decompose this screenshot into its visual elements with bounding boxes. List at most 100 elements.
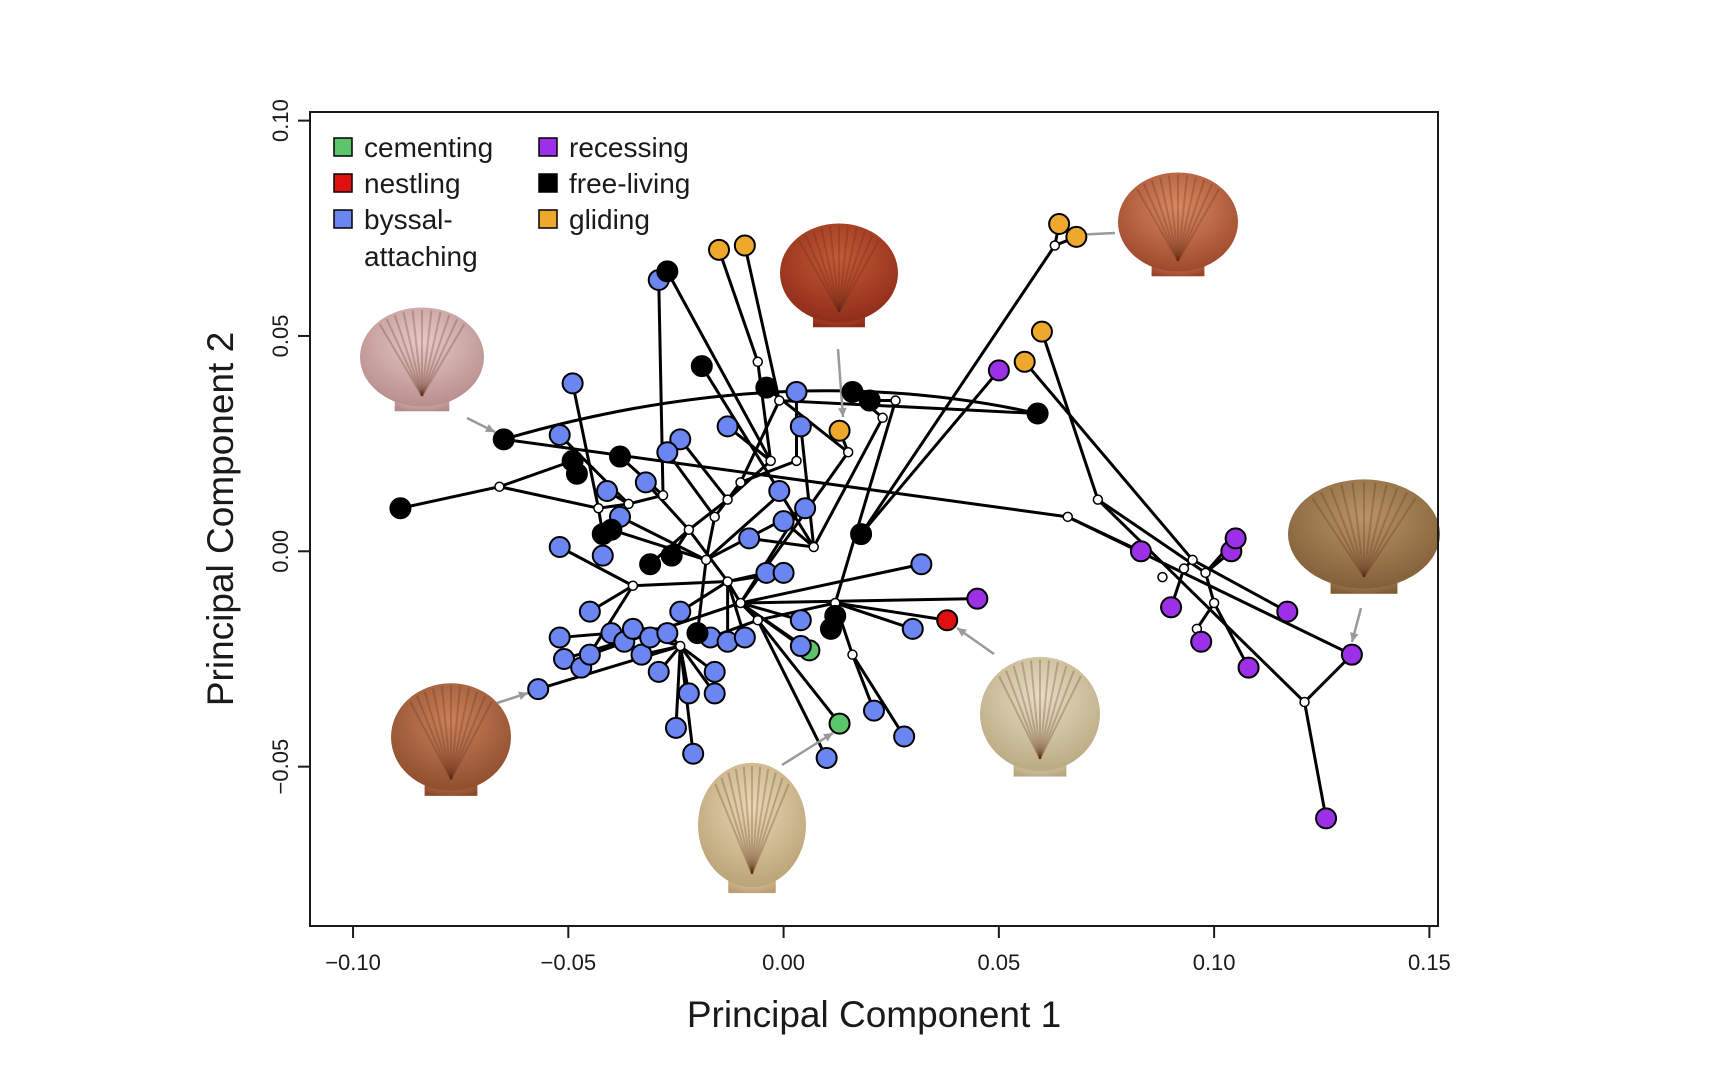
tree-node [774,395,785,406]
tree-node [593,502,604,514]
shell-rib [1039,660,1051,759]
data-point [768,480,791,503]
data-point [1276,600,1299,623]
tree-branch [851,653,906,738]
data-point [815,747,838,770]
tree-branch [812,417,884,548]
tree-branch [834,601,914,631]
shell-rib [1363,491,1409,578]
shell-rib [714,783,753,875]
shell-image-2 [780,223,898,328]
shell-rib [1177,177,1197,262]
data-point [936,609,959,632]
tree-node [735,597,746,609]
data-point [1237,656,1260,679]
shell-rib [1039,662,1059,760]
shell-rib [450,695,486,780]
tree-branch [833,400,897,604]
shell-rib [421,310,433,397]
tree-branch [610,528,707,562]
data-point [656,260,679,283]
shell-rib [411,310,423,397]
shell-rib [838,226,849,313]
tree-branch [740,597,978,605]
data-point [682,742,705,765]
shell-image-5 [391,683,511,796]
data-point [1129,540,1152,563]
tree-node [709,511,720,523]
shell-rib [450,686,462,780]
shell-rib [1150,179,1179,262]
shell-rib [1039,670,1075,760]
data-point [1065,225,1088,248]
shell-rib [1340,484,1365,578]
shell-rib [450,688,470,780]
data-point [841,380,864,403]
tree-node [1299,696,1310,708]
data-point [656,441,679,464]
shell-rib [797,239,840,313]
data-point [1030,320,1053,343]
data-point [647,660,670,683]
tree-branch [705,489,785,562]
legend-swatch [538,137,558,157]
tree-branch [695,559,708,634]
shell-rib [1363,484,1388,578]
data-point [669,600,692,623]
shell-rib [804,234,840,313]
legend-label: cementing [364,132,493,163]
shell-image-6 [980,656,1100,777]
shell-rib [751,768,770,874]
shell-rib [1363,482,1377,578]
pointer-arrowhead [957,628,967,637]
data-point [863,699,885,722]
shell-body [360,307,484,407]
tree-branch [756,619,841,725]
data-point [755,376,778,399]
tree-branch [1303,701,1328,819]
tree-branch [756,619,828,759]
data-point [772,561,795,584]
data-point [690,355,713,378]
shell-rib [423,691,452,780]
data-point [703,660,726,683]
shell-rib [998,675,1041,760]
data-point [1048,212,1071,235]
data-point [548,626,571,649]
shell-rib [1351,482,1365,578]
data-point [553,647,576,670]
data-point [1190,630,1213,653]
pointer-arrow [781,731,834,767]
data-point [794,497,817,520]
shell-body [780,223,898,323]
legend-label: free-living [569,168,690,199]
shell-rib [838,234,874,313]
tree-branch [859,369,1001,536]
data-point [561,372,584,395]
tree-branch [859,244,1057,535]
data-point [656,622,679,645]
tree-branch [503,389,1038,441]
data-point [660,544,683,567]
tree-node [1062,511,1073,523]
legend-swatch [333,209,353,229]
shell-rib [1363,497,1417,578]
tree-branch [835,601,948,622]
data-point [608,445,631,468]
tree-branch [1212,602,1250,669]
tree-node [722,494,733,505]
data-point [596,480,619,503]
shell-rib [751,766,762,874]
y-tick-label: −0.05 [268,739,293,795]
tree-branch [499,485,599,510]
shell-rib [1029,660,1041,759]
shell-body [1288,479,1440,589]
tree-branch [657,279,665,496]
y-tick-label: 0.05 [268,315,293,358]
tree-node [627,580,639,592]
shell-body [1118,172,1238,272]
shell-rib [1177,188,1220,262]
data-point [591,544,614,567]
shell-rib [1177,183,1213,262]
tree-node [1157,571,1168,583]
